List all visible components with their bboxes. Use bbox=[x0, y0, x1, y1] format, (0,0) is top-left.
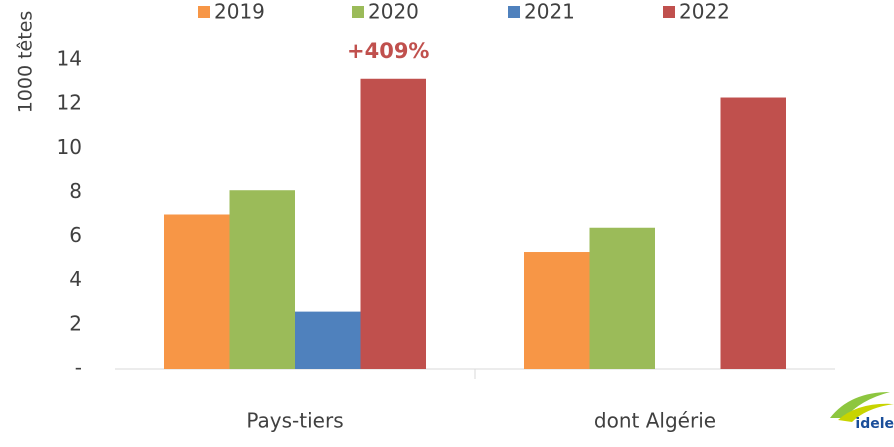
logo: idele bbox=[830, 392, 894, 432]
annotation: +409% bbox=[347, 39, 429, 63]
bar bbox=[720, 97, 786, 370]
bar bbox=[295, 311, 361, 369]
y-tick-label: 8 bbox=[69, 179, 82, 203]
legend-label: 2021 bbox=[524, 0, 575, 24]
legend-swatch bbox=[352, 6, 364, 18]
bar bbox=[360, 78, 426, 369]
bar bbox=[524, 252, 590, 369]
legend-swatch bbox=[198, 6, 210, 18]
y-tick-label: 2 bbox=[69, 311, 82, 335]
bar bbox=[229, 190, 295, 369]
legend-swatch bbox=[508, 6, 520, 18]
logo-swoosh bbox=[838, 403, 894, 422]
y-tick-label: 14 bbox=[57, 47, 82, 71]
x-tick-label: Pays-tiers bbox=[246, 409, 343, 433]
bar bbox=[164, 214, 230, 369]
logo-text: idele bbox=[855, 416, 894, 432]
y-axis-label: 1000 têtes bbox=[15, 11, 37, 114]
x-tick-label: dont Algérie bbox=[594, 409, 716, 433]
bar bbox=[589, 227, 655, 369]
legend-label: 2019 bbox=[214, 0, 265, 24]
y-tick-label: 6 bbox=[69, 223, 82, 247]
y-tick-label: 12 bbox=[57, 91, 82, 115]
y-tick-label: 4 bbox=[69, 267, 82, 291]
legend-swatch bbox=[663, 6, 675, 18]
logo-swoosh bbox=[830, 392, 890, 418]
legend-label: 2020 bbox=[368, 0, 419, 24]
y-tick-label: - bbox=[75, 356, 82, 380]
legend-label: 2022 bbox=[679, 0, 730, 24]
y-tick-label: 10 bbox=[57, 135, 82, 159]
